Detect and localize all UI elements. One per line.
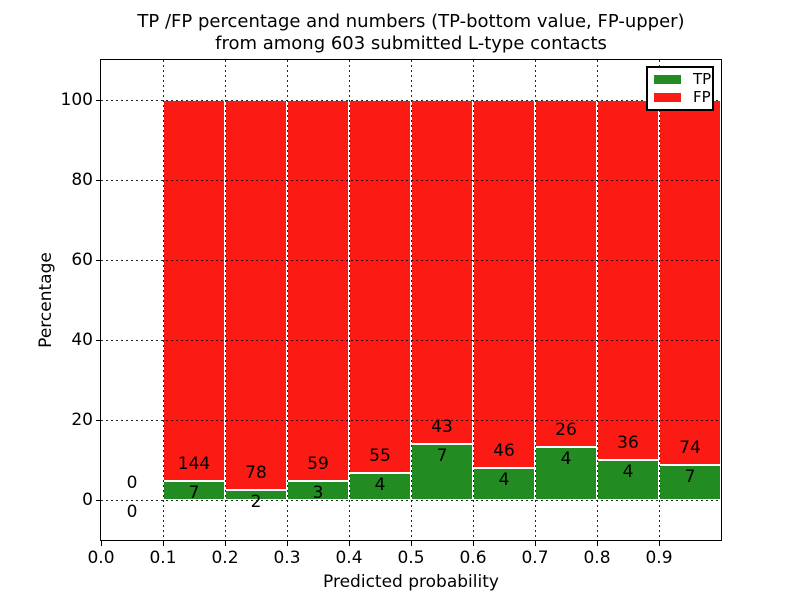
gridline-vertical [163, 60, 164, 540]
legend-item-fp: FP [654, 90, 712, 105]
bar-count-label-fp: 0 [126, 473, 138, 493]
bar-count-label-tp: 4 [560, 448, 572, 469]
y-tick-label: 60 [71, 250, 93, 270]
x-tick-label: 0.1 [149, 548, 177, 568]
bar-segment-fp [659, 100, 721, 466]
bar-count-label-tp: 7 [436, 446, 448, 466]
gridline-vertical [659, 60, 660, 540]
bar-count-label-fp: 26 [555, 419, 577, 440]
bar-count-label-fp: 59 [307, 453, 329, 474]
bar-segment-fp [287, 100, 349, 481]
bar-count-label-tp: 2 [250, 492, 262, 512]
gridline-vertical [287, 60, 288, 540]
bar-segment-fp [473, 100, 535, 468]
x-tick-mark [101, 541, 102, 546]
x-tick-mark [225, 541, 226, 546]
chart-title: TP /FP percentage and numbers (TP-bottom… [101, 11, 721, 55]
x-tick-mark [597, 541, 598, 546]
chart-title-line2: from among 603 submitted L-type contacts [215, 33, 607, 54]
bar-count-label-tp: 7 [188, 483, 200, 504]
x-tick-mark [473, 541, 474, 546]
y-tick-label: 20 [71, 410, 93, 430]
x-tick-label: 0.9 [645, 548, 673, 568]
bar-segment-tp [597, 460, 659, 500]
bar-count-label-fp: 74 [679, 438, 701, 459]
bar-count-label-tp: 4 [374, 474, 386, 495]
x-tick-mark [287, 541, 288, 546]
legend-swatch-tp [654, 74, 681, 84]
x-tick-label: 0.8 [583, 548, 611, 568]
bar-segment-tp [659, 465, 721, 500]
gridline-vertical [225, 60, 226, 540]
bar-count-label-fp: 55 [369, 445, 391, 466]
legend-label-fp: FP [693, 88, 711, 107]
bar-count-label-fp: 144 [177, 454, 211, 475]
x-tick-mark [349, 541, 350, 546]
y-tick-label: 80 [71, 170, 93, 190]
y-tick-mark [96, 340, 101, 341]
legend-swatch-fp [654, 93, 681, 103]
legend: TP FP [646, 66, 714, 111]
gridline-vertical [411, 60, 412, 540]
x-tick-mark [163, 541, 164, 546]
bar-count-label-tp: 4 [622, 462, 634, 482]
bar-segment-fp [163, 100, 225, 482]
bar-segment-fp [349, 100, 411, 473]
x-tick-label: 0.2 [211, 548, 239, 568]
x-tick-label: 0.4 [335, 548, 363, 568]
gridline-vertical [535, 60, 536, 540]
bar-count-label-tp: 0 [126, 502, 138, 522]
bar-count-label-tp: 7 [684, 467, 696, 488]
bar-count-label-fp: 43 [431, 417, 453, 437]
y-tick-mark [96, 260, 101, 261]
y-tick-label: 100 [60, 90, 93, 110]
x-tick-label: 0.0 [87, 548, 115, 568]
x-tick-mark [659, 541, 660, 546]
x-tick-label: 0.5 [397, 548, 425, 568]
y-tick-mark [96, 420, 101, 421]
bar-count-label-tp: 3 [312, 482, 324, 503]
gridline-vertical [349, 60, 350, 540]
bar-count-label-fp: 78 [245, 463, 267, 483]
y-tick-mark [96, 180, 101, 181]
gridline-vertical [473, 60, 474, 540]
x-axis-label: Predicted probability [323, 572, 499, 592]
bar-count-label-fp: 46 [493, 441, 515, 461]
bar-segment-fp [535, 100, 597, 447]
bar-count-label-tp: 4 [498, 470, 510, 490]
x-tick-mark [411, 541, 412, 546]
y-tick-label: 0 [82, 490, 93, 510]
x-tick-label: 0.7 [521, 548, 549, 568]
legend-label-tp: TP [693, 69, 712, 88]
y-tick-label: 40 [71, 330, 93, 350]
chart-title-line1: TP /FP percentage and numbers (TP-bottom… [137, 11, 685, 32]
bar-count-label-fp: 36 [617, 433, 639, 453]
bar-segment-fp [597, 100, 659, 460]
gridline-vertical [597, 60, 598, 540]
legend-item-tp: TP [654, 69, 712, 88]
x-tick-label: 0.6 [459, 548, 487, 568]
plot-area: 0 0 144 7 78 2 59 3 55 4 43 7 46 4 26 4 36 4 74 7 [100, 59, 722, 541]
x-tick-mark [535, 541, 536, 546]
bar-segment-fp [411, 100, 473, 444]
x-tick-label: 0.3 [273, 548, 301, 568]
y-tick-mark [96, 100, 101, 101]
bar-segment-fp [225, 100, 287, 490]
y-tick-mark [96, 500, 101, 501]
